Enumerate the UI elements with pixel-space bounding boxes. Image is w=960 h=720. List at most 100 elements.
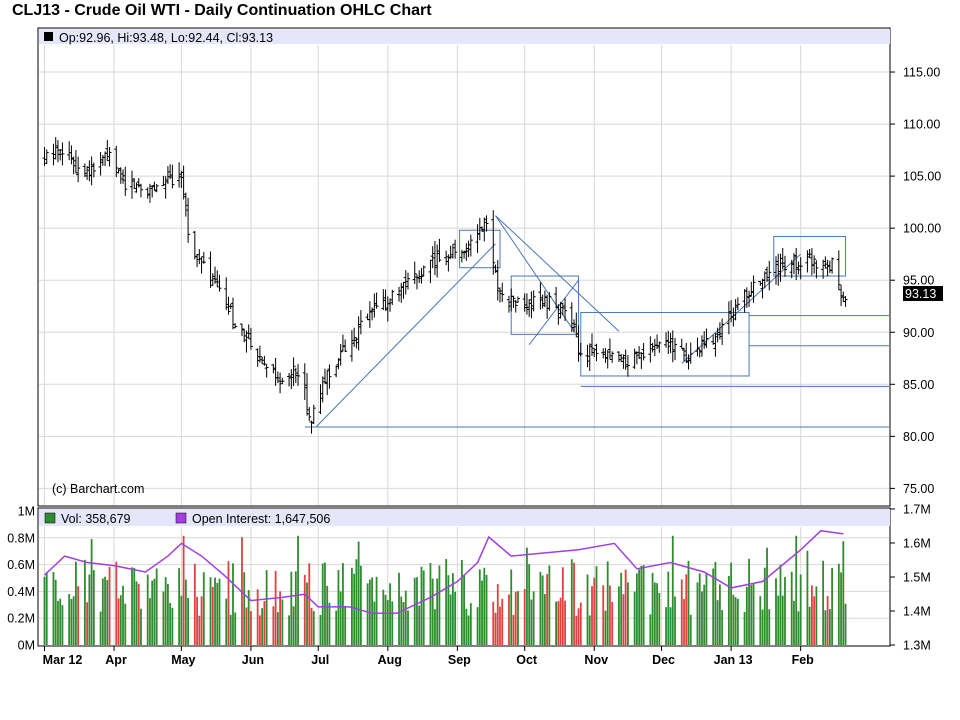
ohlc-bar	[76, 156, 81, 183]
price-y-tick-label: 110.00	[903, 118, 940, 132]
ohlc-bar	[744, 287, 749, 308]
open-interest-y-tick-label: 1.7M	[903, 503, 931, 517]
ohlc-bar	[116, 168, 121, 174]
trendline	[528, 279, 579, 346]
ohlc-bar	[244, 330, 249, 353]
open-interest-y-tick-label: 1.6M	[903, 537, 931, 551]
ohlc-bar	[491, 210, 496, 275]
ohlc-bar	[480, 226, 485, 232]
ohlc-bar	[168, 164, 173, 180]
ohlc-bar	[192, 230, 197, 260]
x-axis-tick-label: Sep	[448, 653, 471, 667]
ohlc-bar	[152, 181, 157, 191]
ohlc-bar	[309, 420, 314, 434]
ohlc-bar	[619, 353, 624, 362]
ohlc-bar	[118, 167, 123, 184]
ohlc-bar	[262, 355, 267, 366]
ohlc-bar	[798, 257, 803, 280]
price-y-tick-label: 75.00	[903, 482, 934, 496]
ohlc-bar	[686, 354, 691, 370]
ohlc-bar	[670, 330, 675, 363]
ohlc-bar	[735, 297, 740, 311]
volume-legend-swatch	[44, 512, 56, 524]
ohlc-bar	[720, 318, 725, 345]
ohlc-bar	[500, 282, 505, 302]
ohlc-bar	[540, 294, 545, 309]
ohlc-bar	[150, 185, 155, 198]
ohlc-bar	[704, 328, 709, 348]
ohlc-bar	[58, 148, 63, 161]
ohlc-bar	[542, 290, 547, 308]
ohlc-legend-swatch	[44, 32, 53, 41]
ohlc-bar	[666, 330, 671, 354]
ohlc-bar	[114, 145, 119, 178]
ohlc-bar	[358, 310, 363, 335]
ohlc-bar	[242, 328, 247, 343]
ohlc-bar	[136, 178, 141, 188]
ohlc-bar	[98, 152, 103, 176]
ohlc-bar	[668, 332, 673, 354]
ohlc-bar	[280, 377, 285, 385]
ohlc-bar	[71, 156, 76, 175]
ohlc-bar	[688, 342, 693, 364]
ohlc-bar	[462, 250, 467, 259]
ohlc-bar	[637, 346, 642, 359]
ohlc-bar	[356, 316, 361, 351]
ohlc-bar	[51, 143, 56, 166]
ohlc-bar	[370, 307, 375, 321]
ohlc-bar	[228, 303, 233, 310]
ohlc-bar	[774, 256, 778, 285]
ohlc-bar	[161, 175, 166, 187]
ohlc-bar	[805, 250, 810, 273]
open-interest-y-tick-label: 1.3M	[903, 639, 931, 653]
ohlc-bar	[733, 299, 738, 321]
ohlc-bar	[778, 253, 783, 282]
ohlc-bar	[650, 342, 655, 353]
ohlc-bar	[217, 274, 222, 292]
ohlc-bar	[264, 364, 269, 378]
ohlc-bar	[181, 165, 186, 200]
ohlc-bar	[592, 348, 597, 358]
ohlc-bar	[130, 170, 134, 199]
ohlc-bar	[289, 369, 294, 390]
ohlc-bar	[821, 259, 826, 279]
ohlc-bar	[789, 259, 794, 279]
ohlc-bar	[547, 292, 552, 311]
ohlc-bar	[809, 248, 814, 276]
ohlc-bar	[558, 301, 563, 319]
ohlc-bar	[767, 260, 772, 291]
ohlc-bar	[226, 296, 231, 315]
ohlc-bar	[107, 147, 112, 167]
price-y-tick-label: 85.00	[903, 378, 934, 392]
ohlc-bar	[428, 259, 433, 284]
ohlc-bar	[572, 319, 577, 333]
open-interest-legend-swatch	[175, 512, 187, 524]
consolidation-box	[773, 235, 847, 277]
x-axis: Mar 12 Apr May Jun Jul Aug Sep Oct Nov Dec Jan 13 F…	[43, 646, 814, 667]
ohlc-bar	[664, 332, 669, 348]
ohlc-bar	[563, 298, 568, 321]
ohlc-bar	[699, 335, 704, 357]
volume-y-tick-label: 1M	[18, 505, 35, 519]
price-bars	[42, 137, 848, 434]
ohlc-bar	[498, 287, 502, 303]
ohlc-bar	[493, 264, 498, 273]
ohlc-bar	[44, 149, 49, 164]
ohlc-bar	[616, 351, 621, 363]
ohlc-bar	[578, 342, 583, 357]
ohlc-bar	[625, 355, 630, 377]
ohlc-bar	[841, 291, 846, 303]
ohlc-bar	[639, 352, 644, 369]
ohlc-bar	[349, 330, 354, 362]
ohlc-bar	[702, 331, 707, 349]
ohlc-bar	[812, 255, 817, 274]
ohlc-bar	[183, 192, 188, 217]
ohlc-bar	[85, 166, 90, 180]
open-interest-y-tick-label: 1.5M	[903, 571, 931, 585]
ohlc-bar	[522, 293, 527, 312]
ohlc-bar	[782, 255, 787, 277]
ohlc-bar	[340, 334, 345, 352]
ohlc-bar	[201, 252, 206, 264]
ohlc-bar	[839, 284, 844, 307]
ohlc-bar	[529, 291, 534, 319]
